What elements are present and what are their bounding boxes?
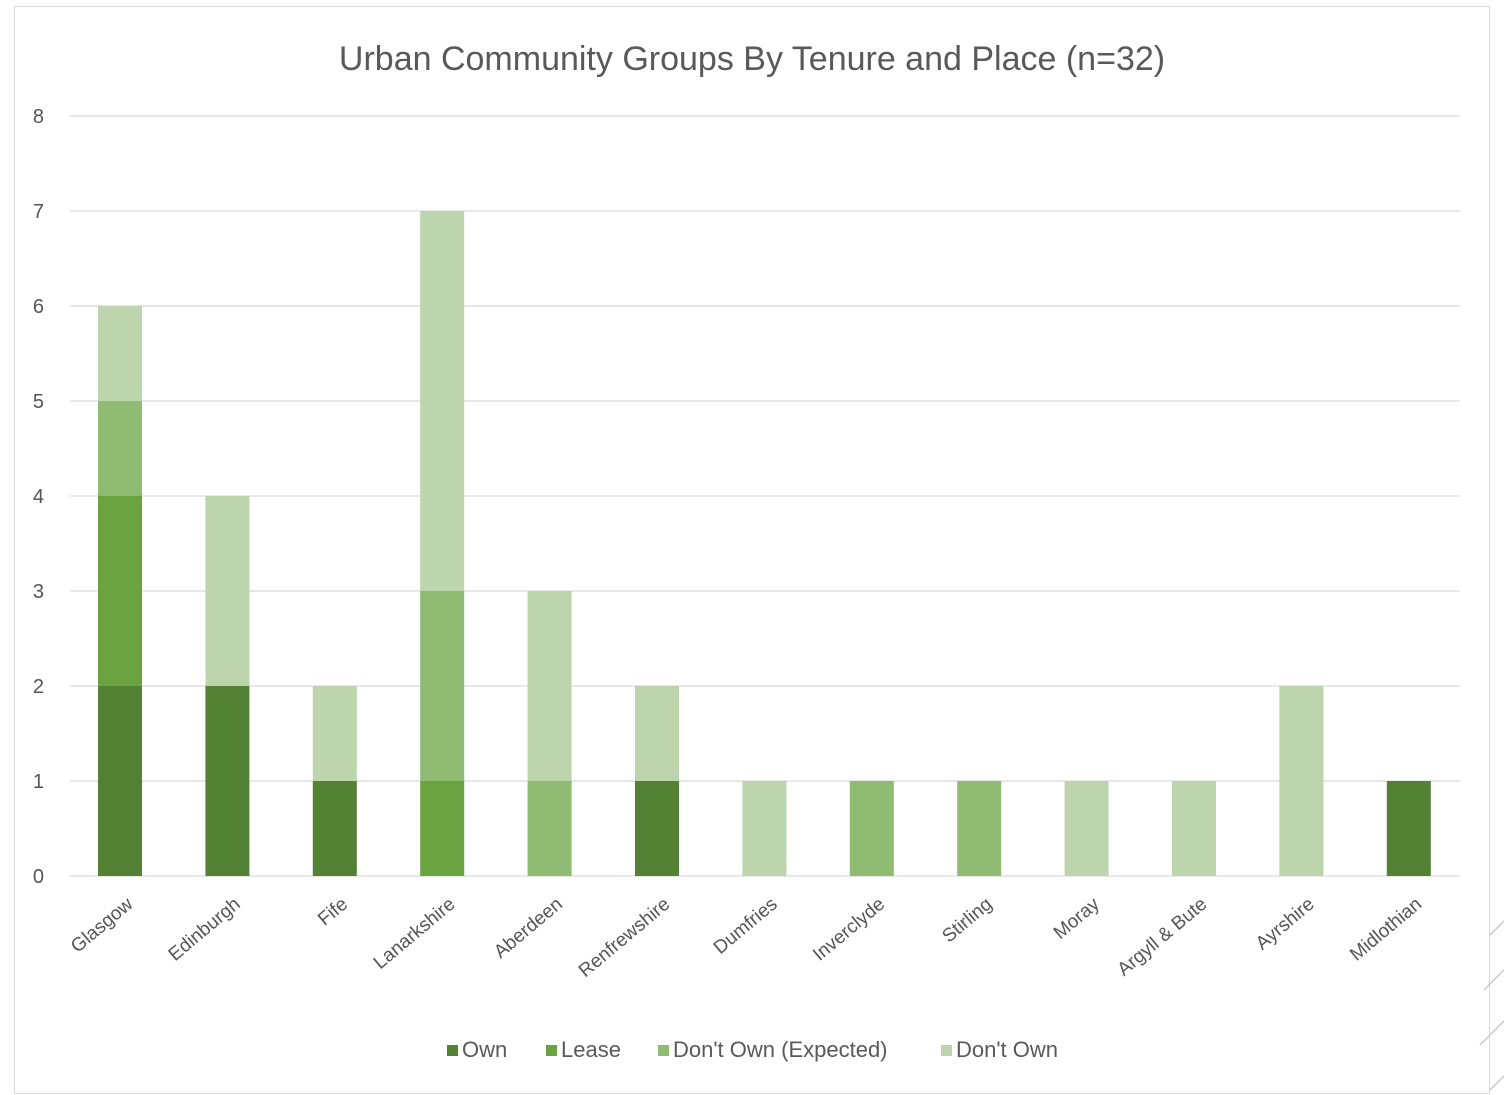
bar-segment-midlothian-own <box>1386 781 1431 876</box>
bar-segment-inverclyde-don-t-own-expected <box>849 781 894 876</box>
y-tick-label: 2 <box>33 676 44 698</box>
y-tick-label: 3 <box>33 581 44 603</box>
legend-swatch-don-t-own <box>941 1045 952 1056</box>
bar-segment-edinburgh-own <box>205 686 250 876</box>
y-tick-label: 4 <box>33 486 44 508</box>
legend-label-lease: Lease <box>561 1037 621 1062</box>
legend-swatch-don-t-own-expected <box>658 1045 669 1056</box>
y-tick-label: 8 <box>33 106 44 128</box>
legend-label-own: Own <box>462 1037 507 1062</box>
y-tick-label: 1 <box>33 771 44 793</box>
x-category-label: Argyll & Bute <box>1114 894 1212 981</box>
bar-segment-argyll-bute-don-t-own <box>1172 781 1216 876</box>
bar-segment-edinburgh-don-t-own <box>205 496 250 686</box>
slide-corner-decoration <box>1479 920 1504 1091</box>
x-category-label: Ayrshire <box>1252 894 1319 955</box>
y-tick-label: 5 <box>33 391 44 413</box>
gridlines <box>70 115 1460 877</box>
y-axis-tick-labels: 0 1 2 3 4 5 6 7 8 <box>33 106 44 888</box>
bar-segment-renfrewshire-own <box>635 781 679 876</box>
bar-segment-glasgow-don-t-own-expected <box>98 401 142 496</box>
x-axis-category-labels: Glasgow Edinburgh Fife Lanarkshire Aberdeen R… <box>67 893 1426 981</box>
bars <box>98 211 1431 876</box>
bar-segment-moray-don-t-own <box>1064 781 1109 876</box>
bar-segment-stirling-don-t-own-expected <box>957 781 1002 876</box>
bar-segment-aberdeen-don-t-own <box>527 591 572 781</box>
legend-swatch-own <box>447 1045 458 1056</box>
x-category-label: Midlothian <box>1346 894 1426 966</box>
bar-segment-renfrewshire-don-t-own <box>635 686 679 781</box>
chart-title: Urban Community Groups By Tenure and Pla… <box>339 40 1165 78</box>
x-category-label: Lanarkshire <box>370 894 460 974</box>
x-category-label: Renfrewshire <box>575 894 674 982</box>
y-tick-label: 6 <box>33 296 44 318</box>
x-category-label: Dumfries <box>710 894 782 959</box>
x-category-label: Glasgow <box>67 894 137 958</box>
legend-swatch-lease <box>546 1045 557 1056</box>
bar-segment-fife-don-t-own <box>312 686 357 781</box>
y-tick-label: 0 <box>33 866 44 888</box>
bar-segment-aberdeen-don-t-own-expected <box>527 781 572 876</box>
bar-segment-glasgow-lease <box>98 496 142 686</box>
y-tick-label: 7 <box>33 201 44 223</box>
bar-segment-glasgow-own <box>98 686 142 876</box>
chart-frame <box>14 6 1490 1094</box>
bar-segment-glasgow-don-t-own <box>98 306 142 401</box>
x-category-label: Fife <box>314 894 352 930</box>
x-category-label: Aberdeen <box>490 894 567 963</box>
x-category-label: Inverclyde <box>809 894 889 966</box>
legend-label-don-t-own-expected: Don't Own (Expected) <box>673 1037 888 1062</box>
x-category-label: Moray <box>1050 893 1104 943</box>
x-category-label: Stirling <box>938 894 996 947</box>
legend: Own Lease Don't Own (Expected) Don't Own <box>447 1037 1058 1062</box>
bar-segment-fife-own <box>312 781 357 876</box>
bar-segment-dumfries-don-t-own <box>742 781 787 876</box>
legend-label-don-t-own: Don't Own <box>956 1037 1058 1062</box>
bar-segment-lanarkshire-lease <box>420 781 465 876</box>
bar-segment-lanarkshire-don-t-own <box>420 211 465 591</box>
bar-segment-ayrshire-don-t-own <box>1279 686 1324 876</box>
x-category-label: Edinburgh <box>165 894 245 966</box>
bar-segment-lanarkshire-don-t-own-expected <box>420 591 465 781</box>
